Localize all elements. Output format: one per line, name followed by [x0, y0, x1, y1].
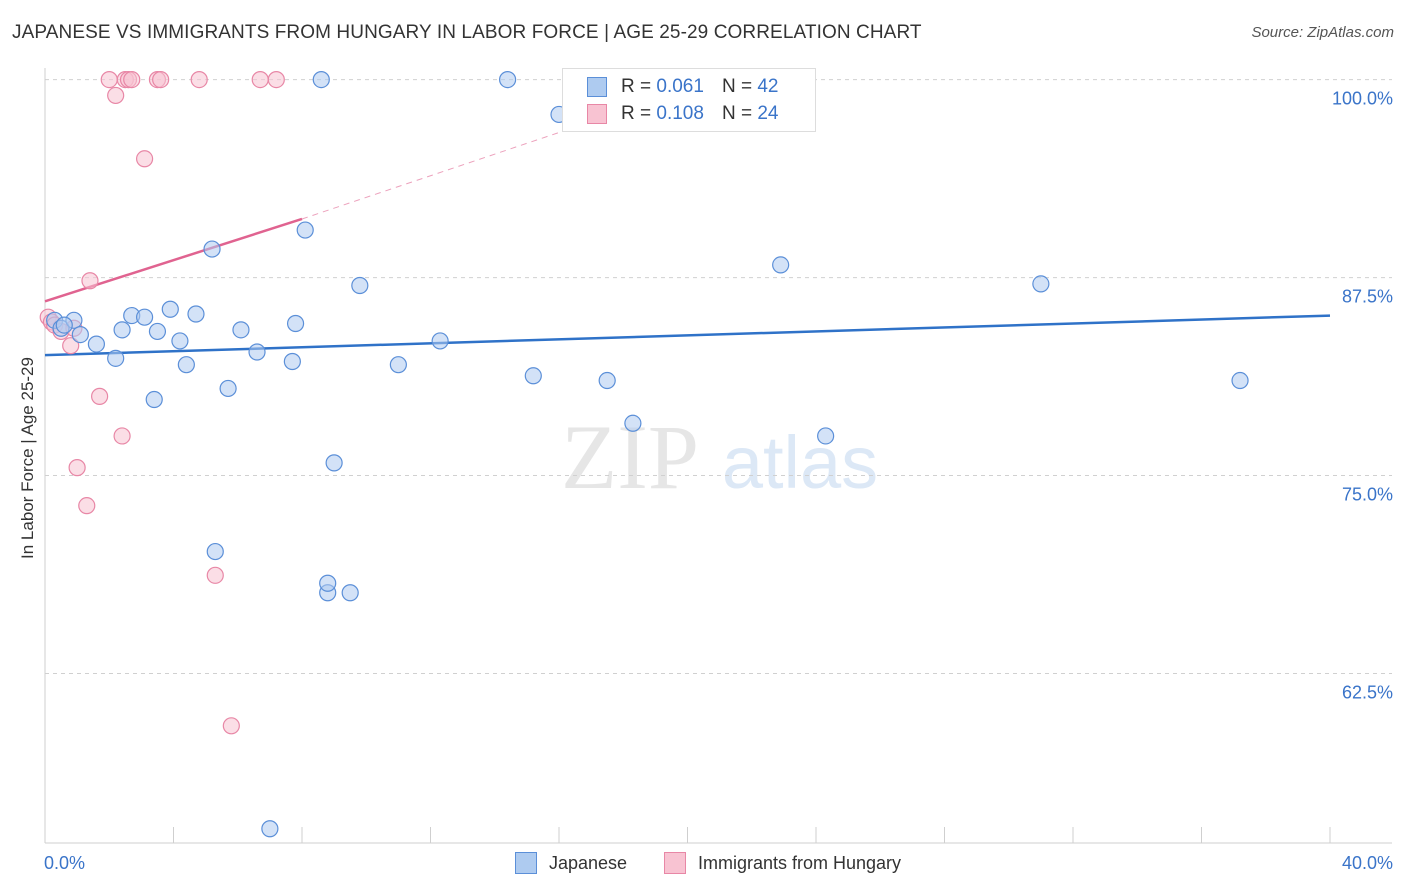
japanese-point [351, 276, 369, 295]
japanese-point [161, 300, 179, 318]
japanese-point [87, 335, 106, 353]
legend-swatch-japanese [515, 852, 537, 874]
y-tick-label: 100.0% [1332, 89, 1393, 109]
legend-swatch-hungary [664, 852, 686, 874]
hungary-trendline [44, 217, 303, 303]
japanese-point [203, 240, 221, 258]
japanese-point [219, 379, 237, 398]
legend-n-label: N = [721, 103, 753, 124]
watermark: ZIP atlas [561, 406, 878, 508]
hungary-point [81, 272, 99, 290]
hungary-point [222, 717, 240, 735]
japanese-point [261, 820, 279, 838]
hungary-point [206, 566, 224, 584]
japanese-point [1032, 275, 1050, 293]
japanese-point [389, 356, 407, 374]
legend-n-label: N = [721, 76, 753, 97]
japanese-point [312, 70, 330, 89]
legend-item-hungary: Immigrants from Hungary [664, 852, 901, 874]
hungary-point [135, 150, 154, 168]
legend-label-japanese: Japanese [549, 852, 628, 873]
japanese-point [817, 427, 835, 445]
series-legend: Japanese Immigrants from Hungary [0, 852, 1406, 878]
legend-swatch-hungary [587, 104, 607, 124]
japanese-point [499, 70, 517, 89]
stats-legend-row-japanese: R = 0.061 N = 42 [587, 75, 778, 99]
legend-label-hungary: Immigrants from Hungary [698, 852, 902, 873]
japanese-point [171, 332, 189, 350]
watermark-atlas: atlas [722, 421, 878, 504]
japanese-point [319, 574, 337, 592]
japanese-point [431, 332, 449, 350]
y-tick-label: 75.0% [1342, 485, 1393, 505]
japanese-point [71, 325, 89, 344]
hungary-point [123, 70, 141, 89]
x-tick-label: 0.0% [44, 853, 85, 873]
japanese-point [107, 349, 125, 367]
japanese-point [624, 414, 642, 432]
hungary-point [78, 497, 96, 515]
japanese-point [148, 322, 167, 341]
japanese-point [248, 343, 266, 361]
source-label: Source: ZipAtlas.com [1251, 24, 1394, 41]
japanese-point [772, 256, 790, 274]
legend-r-value: 0.061 [656, 76, 704, 97]
hungary-point [62, 337, 80, 355]
japanese-point [206, 542, 224, 561]
japanese-point [135, 308, 154, 326]
legend-item-japanese: Japanese [515, 852, 627, 874]
japanese-point [145, 390, 163, 409]
hungary-point [107, 86, 125, 105]
japanese-point [286, 314, 305, 333]
legend-swatch-japanese [587, 77, 607, 97]
japanese-point [187, 305, 205, 323]
hungary-trendline [301, 126, 576, 220]
legend-n-value: 42 [757, 76, 779, 97]
japanese-point [325, 454, 343, 472]
japanese-point [113, 321, 131, 339]
japanese-point [283, 352, 301, 371]
legend-r-label: R = [621, 103, 652, 124]
hungary-point [68, 459, 86, 477]
japanese-point [1231, 371, 1249, 390]
japanese-point [177, 356, 195, 374]
japanese-point [296, 221, 314, 239]
legend-n-value: 24 [757, 103, 779, 124]
hungary-point [267, 70, 285, 89]
hungary-point [113, 427, 131, 445]
y-tick-label: 87.5% [1342, 287, 1393, 307]
hungary-point [152, 70, 170, 89]
legend-r-value: 0.108 [656, 103, 704, 124]
japanese-point [524, 367, 542, 385]
hungary-point [251, 70, 269, 89]
hungary-point [91, 387, 109, 405]
japanese-point [598, 371, 616, 390]
chart-title: JAPANESE VS IMMIGRANTS FROM HUNGARY IN L… [12, 22, 922, 43]
japanese-point [55, 316, 73, 334]
stats-legend-row-hungary: R = 0.108 N = 24 [587, 102, 778, 126]
japanese-point [232, 321, 250, 339]
hungary-point [190, 70, 208, 89]
y-tick-label: 62.5% [1342, 683, 1393, 703]
japanese-point [341, 584, 359, 602]
stats-legend: R = 0.061 N = 42 R = 0.108 N = 24 [562, 68, 816, 132]
legend-r-label: R = [621, 76, 652, 97]
y-axis-label: In Labor Force | Age 25-29 [18, 357, 37, 559]
hungary-point [100, 70, 118, 89]
x-tick-label: 40.0% [1342, 853, 1393, 873]
